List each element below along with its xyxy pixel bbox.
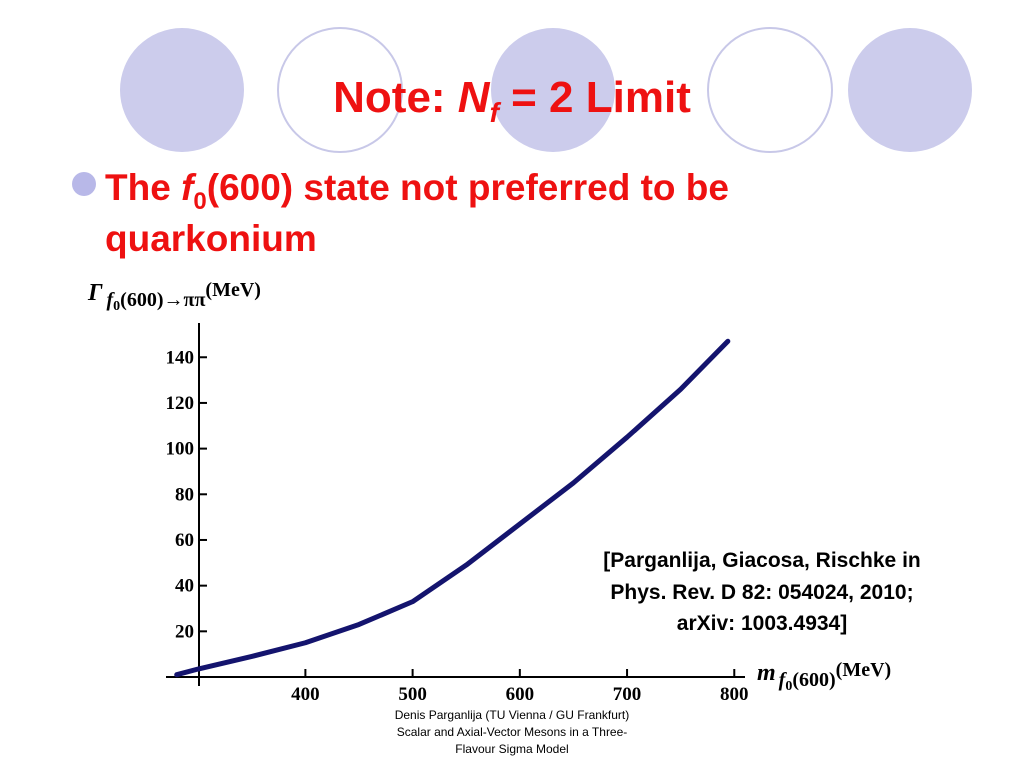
label-part: Γ <box>87 280 103 306</box>
y-tick-label: 40 <box>175 576 194 597</box>
label-part: 0 <box>785 679 792 694</box>
citation-line: Phys. Rev. D 82: 054024, 2010; <box>610 581 913 604</box>
circle <box>120 28 244 152</box>
bullet-part: (600) state not preferred to be <box>207 167 729 208</box>
y-tick-label: 60 <box>175 530 194 551</box>
label-part: (MeV) <box>205 279 261 301</box>
x-tick-label: 800 <box>720 684 749 705</box>
label-part: (MeV) <box>836 659 892 681</box>
x-tick-label: 500 <box>398 684 427 705</box>
circle <box>848 28 972 152</box>
circle <box>277 27 403 153</box>
bullet-part: The <box>105 167 181 208</box>
footer-line: Denis Parganlija (TU Vienna / GU Frankfu… <box>395 708 630 722</box>
label-part: f <box>107 289 116 311</box>
bullet-part: f <box>181 167 197 208</box>
x-tick-label: 600 <box>506 684 535 705</box>
title-part: = 2 Limit <box>499 73 691 122</box>
footer: Denis Parganlija (TU Vienna / GU Frankfu… <box>395 708 630 756</box>
line <box>174 338 731 678</box>
label-part: m <box>757 660 776 686</box>
y-tick-label: 100 <box>166 439 195 460</box>
title-part: N <box>458 73 491 122</box>
bullet-dot <box>72 172 96 196</box>
y-tick-label: 80 <box>175 484 194 505</box>
bullet-text: quarkonium <box>105 218 317 259</box>
y-tick-label: 120 <box>166 393 195 414</box>
circle <box>707 27 833 153</box>
label-part: (600) <box>792 669 835 691</box>
label-part: (600)→ππ <box>120 289 205 311</box>
bullet-text: The f0(600) state not preferred to be <box>105 167 729 215</box>
circle <box>491 28 615 152</box>
footer-line: Scalar and Axial-Vector Mesons in a Thre… <box>397 725 628 739</box>
label-part: 0 <box>113 299 120 314</box>
x-axis-label: m f0(600)(MeV) <box>757 659 891 694</box>
footer-line: Flavour Sigma Model <box>455 742 568 756</box>
slide-title: Note: Nf = 2 Limit <box>333 73 691 128</box>
x-tick-label: 400 <box>291 684 320 705</box>
y-tick-label: 140 <box>166 347 195 368</box>
citation-line: arXiv: 1003.4934] <box>677 612 847 635</box>
y-tick-label: 20 <box>175 621 194 642</box>
title-part: Note: <box>333 73 458 122</box>
citation-line: [Parganlija, Giacosa, Rischke in <box>603 549 920 572</box>
citation: [Parganlija, Giacosa, Rischke in Phys. R… <box>603 549 920 635</box>
decoration <box>72 27 972 196</box>
bullet-part: 0 <box>193 188 206 215</box>
label-part: f <box>779 669 788 691</box>
x-tick-label: 700 <box>613 684 642 705</box>
title-part: f <box>490 97 502 128</box>
